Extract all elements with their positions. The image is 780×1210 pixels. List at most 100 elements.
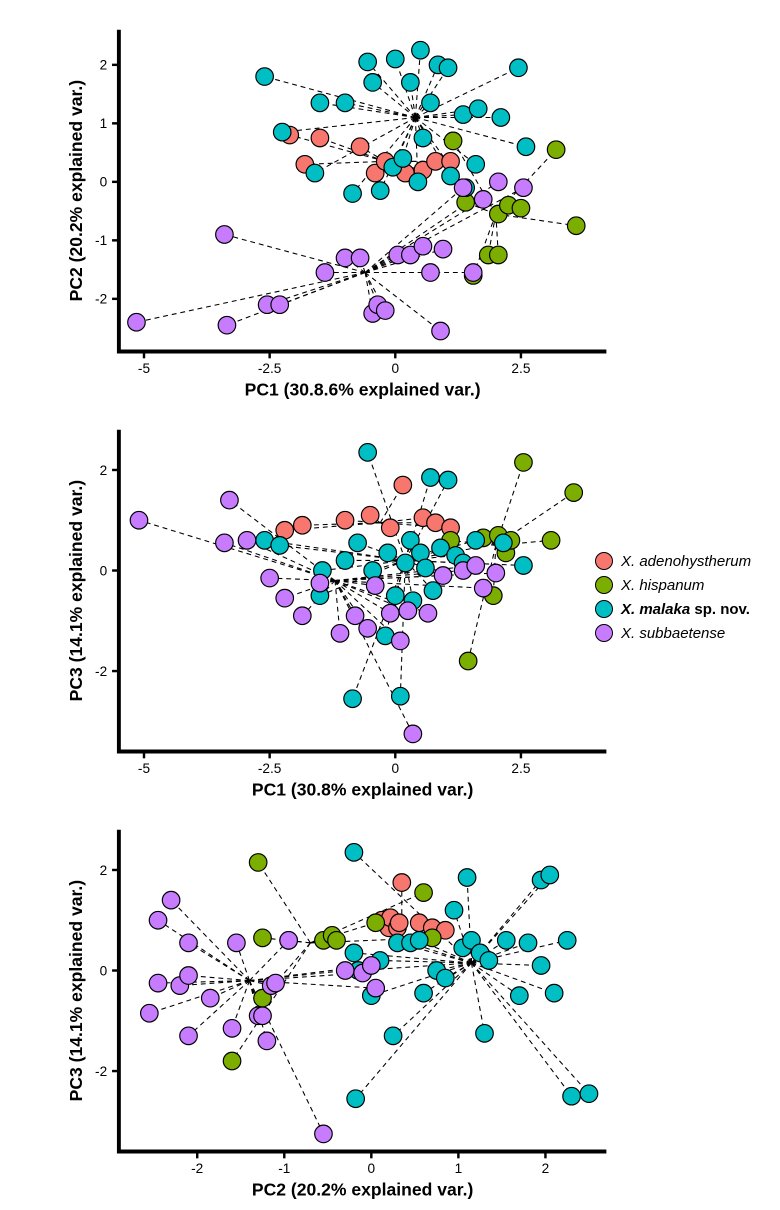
x-tick-label: -2 xyxy=(191,1161,203,1176)
data-point xyxy=(267,974,285,992)
data-point xyxy=(434,240,452,258)
data-point xyxy=(511,987,529,1005)
data-point xyxy=(276,589,294,607)
x-tick-label: 0 xyxy=(368,1161,376,1176)
data-point xyxy=(467,532,485,550)
data-point xyxy=(280,932,298,950)
legend-item: X. adenohystherum xyxy=(595,552,751,570)
data-point xyxy=(474,191,492,209)
data-point xyxy=(328,932,346,950)
panel-pc2-pc3: -2-1012-202PC2 (20.2% explained var.)PC3… xyxy=(68,820,568,1150)
data-point xyxy=(439,59,457,77)
data-point xyxy=(422,94,440,112)
data-point xyxy=(519,934,537,952)
data-point xyxy=(336,552,354,570)
data-point xyxy=(249,854,267,872)
data-point xyxy=(444,132,462,150)
data-point xyxy=(162,891,180,909)
x-tick-label: 2.5 xyxy=(511,761,530,776)
data-point xyxy=(409,173,427,191)
y-tick-label: 1 xyxy=(100,116,108,131)
data-point xyxy=(381,519,399,537)
data-point xyxy=(415,884,433,902)
data-point xyxy=(454,179,472,197)
panel-pc1-pc2: -5-2.502.5-2-1012PC1 (30.8.6% explained … xyxy=(68,20,568,350)
data-point xyxy=(390,914,408,932)
x-axis-title: PC2 (20.2% explained var.) xyxy=(252,1179,473,1199)
legend-swatch xyxy=(595,624,613,642)
x-tick-label: 0 xyxy=(391,361,399,376)
data-point xyxy=(149,911,167,929)
y-tick-label: 2 xyxy=(100,58,108,73)
data-point xyxy=(419,604,437,622)
data-point xyxy=(379,544,397,562)
legend-item: X. subbaetense xyxy=(595,624,751,642)
data-point xyxy=(254,929,272,947)
data-point xyxy=(545,984,563,1002)
legend-item: X. malaka sp. nov. xyxy=(595,600,751,618)
data-point xyxy=(515,557,533,575)
data-point xyxy=(367,979,385,997)
data-point xyxy=(412,41,430,59)
data-point xyxy=(128,313,146,331)
x-tick-label: -5 xyxy=(138,361,151,376)
data-point xyxy=(347,1090,365,1108)
species-legend: X. adenohystherum X. hispanum X. malaka sp… xyxy=(595,552,751,648)
data-point xyxy=(221,491,239,509)
data-point xyxy=(402,74,420,92)
data-point xyxy=(202,989,220,1007)
x-tick-label: -2.5 xyxy=(258,761,282,776)
data-point xyxy=(417,559,435,577)
data-point xyxy=(490,173,508,191)
y-tick-label: 0 xyxy=(100,963,108,978)
data-point xyxy=(223,1020,241,1038)
data-point xyxy=(394,150,412,168)
data-point xyxy=(364,74,382,92)
data-point xyxy=(439,471,457,489)
data-point xyxy=(238,532,256,550)
y-tick-label: 0 xyxy=(100,563,108,578)
data-point xyxy=(445,901,463,919)
data-point xyxy=(316,264,334,282)
data-point xyxy=(437,969,455,987)
data-point xyxy=(415,984,433,1002)
data-point xyxy=(542,532,560,550)
plot-svg: -5-2.502.5-2-1012PC1 (30.8.6% explained … xyxy=(68,20,628,410)
y-tick-label: -1 xyxy=(95,233,107,248)
y-tick-label: -2 xyxy=(95,1064,107,1079)
axis-frame xyxy=(119,30,607,352)
data-point xyxy=(414,237,432,255)
y-tick-label: 2 xyxy=(100,863,108,878)
legend-label: X. hispanum xyxy=(621,577,704,594)
spoke-line xyxy=(136,273,365,323)
data-point xyxy=(363,957,381,975)
spoke-line xyxy=(471,963,484,1033)
data-point xyxy=(256,68,274,86)
data-point xyxy=(216,534,234,552)
data-point xyxy=(517,138,535,156)
x-axis-title: PC1 (30.8.6% explained var.) xyxy=(245,379,481,399)
data-point xyxy=(515,179,533,197)
x-tick-label: -2.5 xyxy=(258,361,282,376)
x-tick-label: 2 xyxy=(542,1161,550,1176)
legend-swatch xyxy=(595,552,613,570)
y-tick-label: 2 xyxy=(100,463,108,478)
data-point xyxy=(223,1052,241,1070)
data-point xyxy=(394,476,412,494)
data-point xyxy=(387,50,405,68)
data-point xyxy=(458,869,476,887)
data-point xyxy=(141,1004,159,1022)
data-point xyxy=(294,516,312,534)
plot-svg: -2-1012-202PC2 (20.2% explained var.)PC3… xyxy=(68,820,628,1210)
data-point xyxy=(490,246,508,264)
data-point xyxy=(410,932,428,950)
data-point xyxy=(271,537,289,555)
y-axis-title: PC3 (14.1% explained var.) xyxy=(68,480,86,701)
data-point xyxy=(344,185,362,203)
data-point xyxy=(180,967,198,985)
y-tick-label: 0 xyxy=(100,175,108,190)
data-point xyxy=(149,974,167,992)
data-point xyxy=(512,199,530,217)
spoke-line xyxy=(400,560,405,696)
spoke-line xyxy=(282,118,415,133)
